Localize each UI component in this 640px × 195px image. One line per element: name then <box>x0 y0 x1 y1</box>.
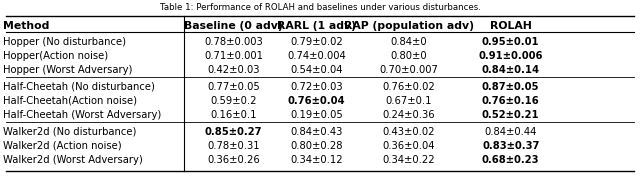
Text: Hopper(Action noise): Hopper(Action noise) <box>3 51 108 61</box>
Text: 0.54±0.04: 0.54±0.04 <box>291 65 343 75</box>
Text: 0.84±0: 0.84±0 <box>390 37 428 47</box>
Text: Hopper (Worst Adversary): Hopper (Worst Adversary) <box>3 65 132 75</box>
Text: 0.84±0.14: 0.84±0.14 <box>482 65 540 75</box>
Text: Method: Method <box>3 21 49 31</box>
Text: 0.24±0.36: 0.24±0.36 <box>383 110 435 120</box>
Text: 0.72±0.03: 0.72±0.03 <box>291 82 343 92</box>
Text: 0.80±0: 0.80±0 <box>390 51 428 61</box>
Text: 0.52±0.21: 0.52±0.21 <box>482 110 540 120</box>
Text: 0.84±0.43: 0.84±0.43 <box>291 127 343 137</box>
Text: 0.34±0.12: 0.34±0.12 <box>291 155 343 165</box>
Text: Baseline (0 adv): Baseline (0 adv) <box>184 21 283 31</box>
Text: 0.95±0.01: 0.95±0.01 <box>482 37 540 47</box>
Text: 0.68±0.23: 0.68±0.23 <box>482 155 540 165</box>
Text: 0.36±0.26: 0.36±0.26 <box>207 155 260 165</box>
Text: 0.76±0.16: 0.76±0.16 <box>482 96 540 106</box>
Text: ROLAH: ROLAH <box>490 21 532 31</box>
Text: 0.19±0.05: 0.19±0.05 <box>291 110 343 120</box>
Text: Walker2d (No disturbance): Walker2d (No disturbance) <box>3 127 136 137</box>
Text: RARL (1 adv): RARL (1 adv) <box>277 21 356 31</box>
Text: 0.85±0.27: 0.85±0.27 <box>205 127 262 137</box>
Text: 0.43±0.02: 0.43±0.02 <box>383 127 435 137</box>
Text: Hopper (No disturbance): Hopper (No disturbance) <box>3 37 126 47</box>
Text: 0.76±0.02: 0.76±0.02 <box>383 82 435 92</box>
Text: 0.16±0.1: 0.16±0.1 <box>211 110 257 120</box>
Text: Table 1: Performance of ROLAH and baselines under various disturbances.: Table 1: Performance of ROLAH and baseli… <box>159 3 481 12</box>
Text: 0.42±0.03: 0.42±0.03 <box>207 65 260 75</box>
Text: Half-Cheetah (Worst Adversary): Half-Cheetah (Worst Adversary) <box>3 110 161 120</box>
Text: 0.78±0.003: 0.78±0.003 <box>204 37 263 47</box>
Text: Half-Cheetah(Action noise): Half-Cheetah(Action noise) <box>3 96 137 106</box>
Text: 0.77±0.05: 0.77±0.05 <box>207 82 260 92</box>
Text: 0.80±0.28: 0.80±0.28 <box>291 141 343 151</box>
Text: Walker2d (Worst Adversary): Walker2d (Worst Adversary) <box>3 155 143 165</box>
Text: Half-Cheetah (No disturbance): Half-Cheetah (No disturbance) <box>3 82 155 92</box>
Text: 0.76±0.04: 0.76±0.04 <box>288 96 346 106</box>
Text: 0.84±0.44: 0.84±0.44 <box>484 127 537 137</box>
Text: 0.79±0.02: 0.79±0.02 <box>291 37 343 47</box>
Text: 0.67±0.1: 0.67±0.1 <box>386 96 432 106</box>
Text: 0.87±0.05: 0.87±0.05 <box>482 82 540 92</box>
Text: 0.83±0.37: 0.83±0.37 <box>482 141 540 151</box>
Text: 0.70±0.007: 0.70±0.007 <box>380 65 438 75</box>
Text: 0.91±0.006: 0.91±0.006 <box>479 51 543 61</box>
Text: 0.34±0.22: 0.34±0.22 <box>383 155 435 165</box>
Text: 0.71±0.001: 0.71±0.001 <box>204 51 263 61</box>
Text: 0.59±0.2: 0.59±0.2 <box>211 96 257 106</box>
Text: 0.36±0.04: 0.36±0.04 <box>383 141 435 151</box>
Text: 0.74±0.004: 0.74±0.004 <box>287 51 346 61</box>
Text: RAP (population adv): RAP (population adv) <box>344 21 474 31</box>
Text: 0.78±0.31: 0.78±0.31 <box>207 141 260 151</box>
Text: Walker2d (Action noise): Walker2d (Action noise) <box>3 141 122 151</box>
